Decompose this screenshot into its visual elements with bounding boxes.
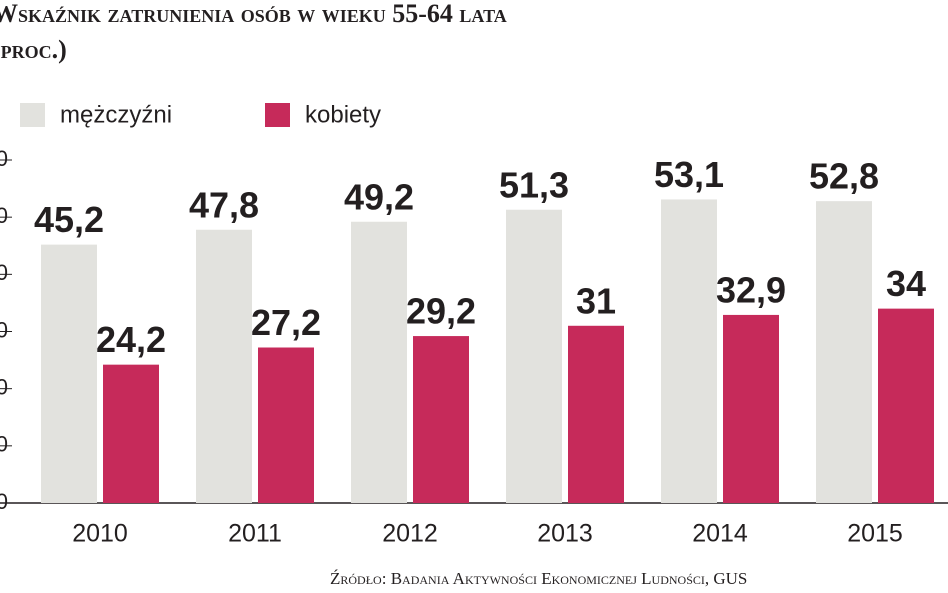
y-tick-label: 50 [0,203,8,228]
source: Źródło: Badania Aktywności Ekonomicznej … [330,569,747,588]
bar [878,308,934,503]
value-label: 47,8 [189,184,259,225]
value-label: 49,2 [344,176,414,217]
x-tick-label: 2011 [228,520,282,548]
value-label: 32,9 [716,269,786,310]
y-tick-label: 30 [0,317,8,342]
value-label: 53,1 [654,154,724,195]
y-tick-label: 40 [0,260,8,285]
bar [103,364,159,503]
x-tick-label: 2014 [692,520,748,548]
legend-swatch [20,103,45,127]
x-tick-label: 2012 [382,520,438,548]
bar [351,221,407,504]
bar [661,199,717,503]
bar [506,209,562,504]
bar [41,244,97,503]
value-label: 52,8 [809,156,879,197]
value-label: 45,2 [34,199,104,240]
value-label: 29,2 [406,291,476,332]
y-tick-label: 0 [0,489,8,514]
y-tick-label: 20 [0,374,8,399]
value-label: 34 [886,263,926,304]
legend-swatch [265,103,290,127]
bar [816,201,872,503]
chart-subtitle: (proc.) [0,35,67,64]
bar [723,314,779,503]
value-label: 24,2 [96,319,166,360]
value-label: 31 [576,280,616,321]
x-tick-label: 2015 [847,520,903,548]
x-tick-label: 2010 [72,520,128,548]
value-label: 51,3 [499,164,569,205]
value-label: 27,2 [251,302,321,343]
y-tick-label: 10 [0,432,8,457]
bar [568,325,624,503]
y-tick-label: 60 [0,146,8,171]
legend-label: mężczyźni [60,101,172,128]
bar [413,336,469,503]
bar [258,347,314,503]
legend-label: kobiety [305,101,381,128]
x-tick-label: 2013 [537,520,593,548]
bar [196,229,252,503]
chart-title: Wskaźnik zatrunienia osób w wieku 55-64 … [0,0,507,28]
